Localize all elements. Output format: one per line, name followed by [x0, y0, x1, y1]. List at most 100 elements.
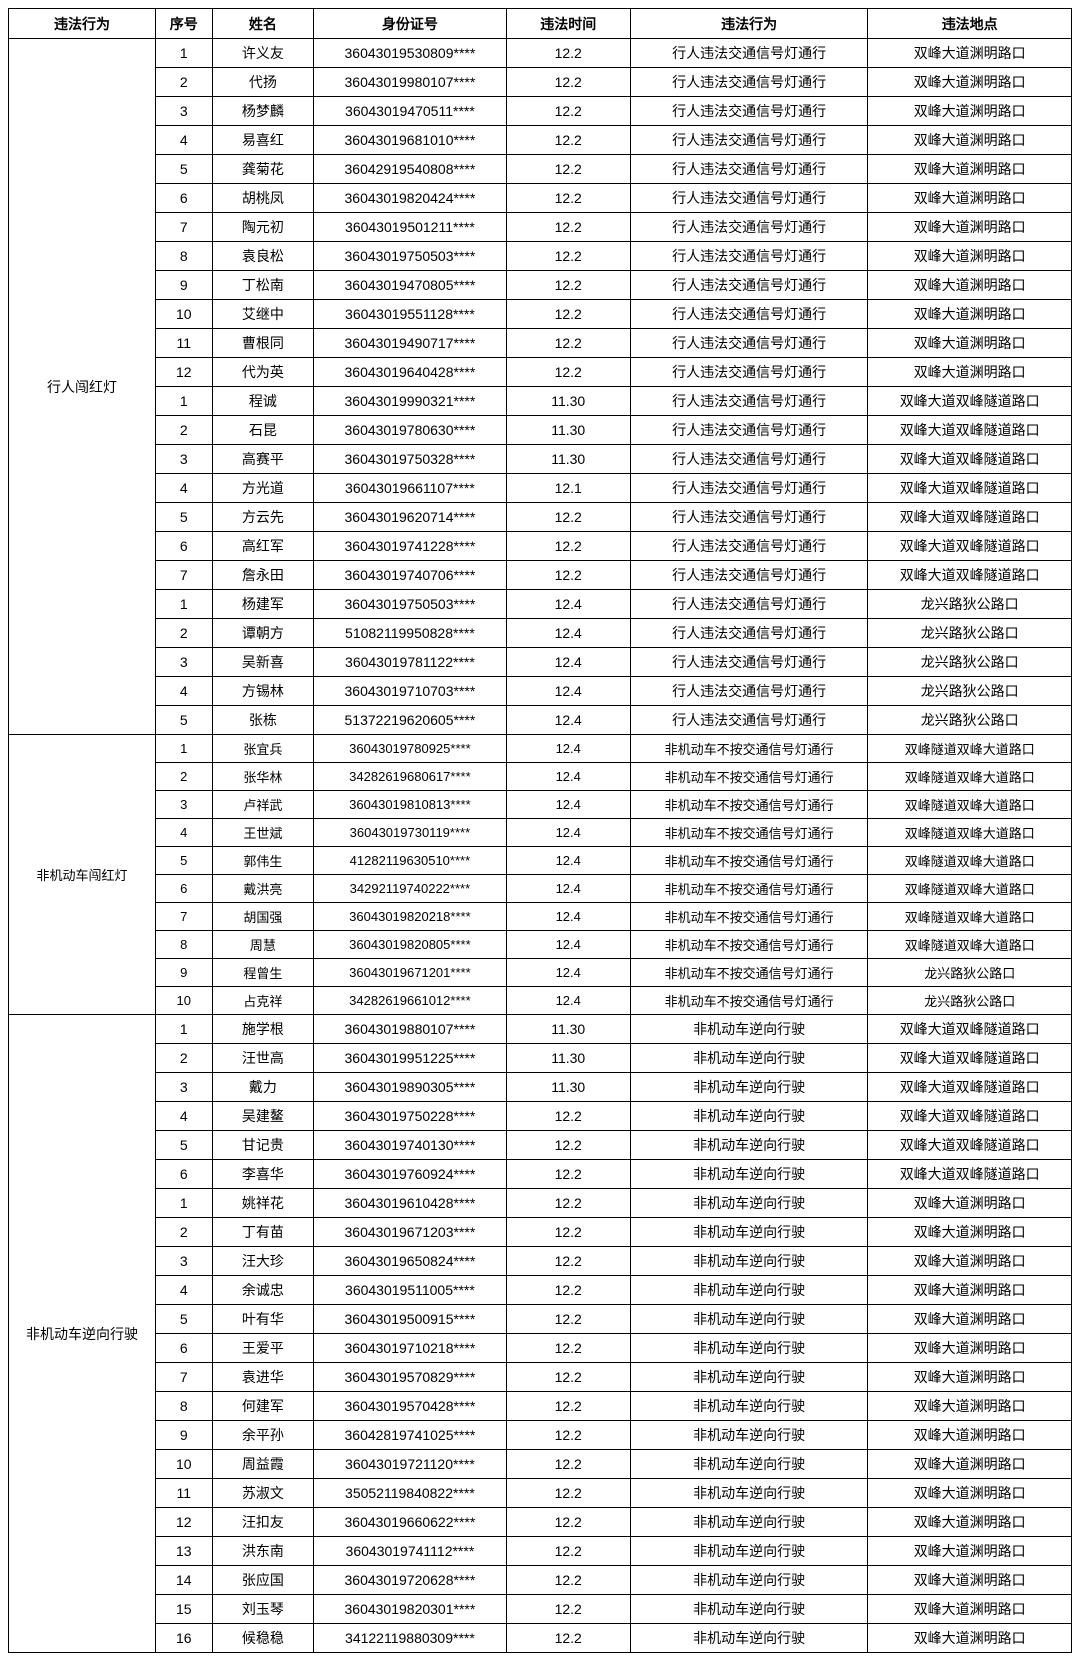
cell-time: 12.4 [506, 735, 630, 763]
cell-action: 行人违法交通信号灯通行 [630, 213, 867, 242]
cell-id: 34282619661012**** [314, 987, 506, 1015]
cell-id: 36043019530809**** [314, 39, 506, 68]
table-row: 5郭伟生41282119630510****12.4非机动车不按交通信号灯通行双… [9, 847, 1072, 875]
cell-name: 方锡林 [212, 677, 314, 706]
cell-id: 36043019551128**** [314, 300, 506, 329]
cell-time: 12.2 [506, 1305, 630, 1334]
cell-time: 12.2 [506, 1624, 630, 1653]
cell-id: 36043019650824**** [314, 1247, 506, 1276]
cell-time: 12.2 [506, 213, 630, 242]
cell-action: 非机动车逆向行驶 [630, 1102, 867, 1131]
cell-action: 行人违法交通信号灯通行 [630, 271, 867, 300]
cell-action: 非机动车逆向行驶 [630, 1276, 867, 1305]
cell-action: 非机动车逆向行驶 [630, 1247, 867, 1276]
cell-id: 36043019880107**** [314, 1015, 506, 1044]
cell-action: 非机动车逆向行驶 [630, 1566, 867, 1595]
table-row: 2谭朝方51082119950828****12.4行人违法交通信号灯通行龙兴路… [9, 619, 1072, 648]
cell-name: 杨建军 [212, 590, 314, 619]
cell-id: 36043019470805**** [314, 271, 506, 300]
cell-id: 36043019470511**** [314, 97, 506, 126]
cell-time: 12.2 [506, 1102, 630, 1131]
table-body: 行人闯红灯1许义友36043019530809****12.2行人违法交通信号灯… [9, 39, 1072, 1653]
cell-location: 龙兴路狄公路口 [868, 987, 1072, 1015]
cell-action: 行人违法交通信号灯通行 [630, 329, 867, 358]
cell-location: 双峰大道渊明路口 [868, 1595, 1072, 1624]
table-row: 4方锡林36043019710703****12.4行人违法交通信号灯通行龙兴路… [9, 677, 1072, 706]
cell-name: 汪世高 [212, 1044, 314, 1073]
cell-location: 双峰大道双峰隧道路口 [868, 1160, 1072, 1189]
cell-name: 谭朝方 [212, 619, 314, 648]
cell-seq: 6 [156, 875, 213, 903]
cell-seq: 3 [156, 1247, 213, 1276]
cell-seq: 12 [156, 358, 213, 387]
cell-seq: 4 [156, 126, 213, 155]
cell-name: 方光道 [212, 474, 314, 503]
cell-seq: 4 [156, 474, 213, 503]
cell-action: 非机动车不按交通信号灯通行 [630, 959, 867, 987]
table-row: 2汪世高36043019951225****11.30非机动车逆向行驶双峰大道双… [9, 1044, 1072, 1073]
cell-time: 12.2 [506, 1508, 630, 1537]
cell-name: 汪扣友 [212, 1508, 314, 1537]
cell-location: 双峰大道双峰隧道路口 [868, 1102, 1072, 1131]
cell-name: 王世斌 [212, 819, 314, 847]
cell-time: 12.2 [506, 503, 630, 532]
table-row: 5张栋51372219620605****12.4行人违法交通信号灯通行龙兴路狄… [9, 706, 1072, 735]
cell-location: 双峰大道渊明路口 [868, 329, 1072, 358]
cell-name: 詹永田 [212, 561, 314, 590]
table-row: 8何建军36043019570428****12.2非机动车逆向行驶双峰大道渊明… [9, 1392, 1072, 1421]
cell-location: 双峰大道渊明路口 [868, 1276, 1072, 1305]
cell-seq: 2 [156, 619, 213, 648]
cell-id: 34122119880309**** [314, 1624, 506, 1653]
cell-name: 袁良松 [212, 242, 314, 271]
cell-id: 36043019500915**** [314, 1305, 506, 1334]
cell-location: 双峰大道渊明路口 [868, 1537, 1072, 1566]
cell-location: 双峰大道渊明路口 [868, 1624, 1072, 1653]
cell-action: 非机动车不按交通信号灯通行 [630, 819, 867, 847]
cell-name: 甘记贵 [212, 1131, 314, 1160]
cell-time: 12.2 [506, 126, 630, 155]
table-row: 7陶元初36043019501211****12.2行人违法交通信号灯通行双峰大… [9, 213, 1072, 242]
cell-seq: 8 [156, 242, 213, 271]
cell-time: 12.2 [506, 1392, 630, 1421]
table-row: 12代为英36043019640428****12.2行人违法交通信号灯通行双峰… [9, 358, 1072, 387]
cell-time: 12.4 [506, 987, 630, 1015]
cell-action: 行人违法交通信号灯通行 [630, 532, 867, 561]
table-row: 14张应国36043019720628****12.2非机动车逆向行驶双峰大道渊… [9, 1566, 1072, 1595]
cell-location: 双峰大道渊明路口 [868, 97, 1072, 126]
cell-action: 非机动车不按交通信号灯通行 [630, 791, 867, 819]
cell-time: 12.2 [506, 1450, 630, 1479]
cell-action: 行人违法交通信号灯通行 [630, 242, 867, 271]
cell-location: 双峰大道渊明路口 [868, 68, 1072, 97]
table-row: 非机动车闯红灯1张宜兵36043019780925****12.4非机动车不按交… [9, 735, 1072, 763]
table-row: 11曹根同36043019490717****12.2行人违法交通信号灯通行双峰… [9, 329, 1072, 358]
cell-seq: 3 [156, 445, 213, 474]
cell-action: 非机动车逆向行驶 [630, 1073, 867, 1102]
cell-seq: 5 [156, 706, 213, 735]
cell-action: 行人违法交通信号灯通行 [630, 155, 867, 184]
cell-seq: 4 [156, 1276, 213, 1305]
header-time: 违法时间 [506, 9, 630, 39]
table-row: 4吴建鳌36043019750228****12.2非机动车逆向行驶双峰大道双峰… [9, 1102, 1072, 1131]
cell-action: 非机动车逆向行驶 [630, 1015, 867, 1044]
cell-location: 龙兴路狄公路口 [868, 706, 1072, 735]
cell-seq: 9 [156, 959, 213, 987]
cell-action: 行人违法交通信号灯通行 [630, 97, 867, 126]
cell-seq: 3 [156, 648, 213, 677]
cell-id: 36043019671201**** [314, 959, 506, 987]
cell-name: 余诚忠 [212, 1276, 314, 1305]
cell-name: 郭伟生 [212, 847, 314, 875]
cell-time: 12.4 [506, 931, 630, 959]
cell-action: 行人违法交通信号灯通行 [630, 648, 867, 677]
cell-action: 非机动车逆向行驶 [630, 1508, 867, 1537]
cell-location: 双峰大道渊明路口 [868, 1421, 1072, 1450]
cell-id: 36043019501211**** [314, 213, 506, 242]
cell-location: 双峰大道渊明路口 [868, 1218, 1072, 1247]
cell-location: 双峰大道渊明路口 [868, 1566, 1072, 1595]
cell-seq: 2 [156, 416, 213, 445]
category-cell: 行人闯红灯 [9, 39, 156, 735]
cell-id: 36043019750503**** [314, 590, 506, 619]
violations-table: 违法行为 序号 姓名 身份证号 违法时间 违法行为 违法地点 行人闯红灯1许义友… [8, 8, 1072, 1653]
cell-id: 36043019890305**** [314, 1073, 506, 1102]
cell-seq: 7 [156, 213, 213, 242]
table-row: 7胡国强36043019820218****12.4非机动车不按交通信号灯通行双… [9, 903, 1072, 931]
